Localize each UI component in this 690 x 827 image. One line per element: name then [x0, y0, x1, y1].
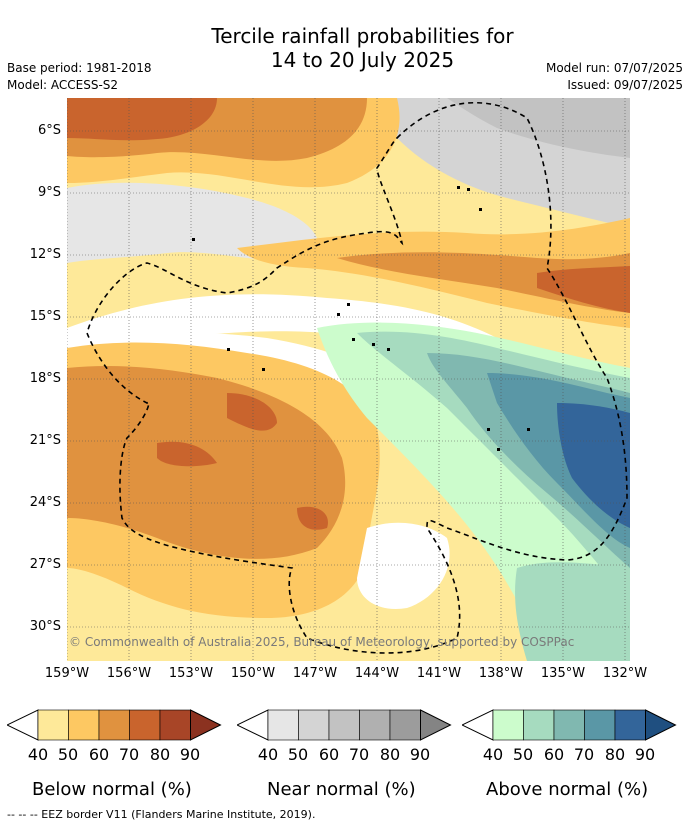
graticule — [67, 98, 630, 661]
lat-label: 15°S — [29, 309, 61, 324]
below-normal-60-band — [337, 252, 630, 313]
lon-label: 150°W — [230, 666, 276, 681]
base-period-text: Base period: 1981-2018 — [7, 61, 152, 75]
tick-label: 80 — [379, 745, 401, 764]
tick-label: 40 — [482, 745, 504, 764]
tick-label: 40 — [257, 745, 279, 764]
tick-label: 60 — [543, 745, 565, 764]
lat-label: 6°S — [37, 123, 61, 138]
colorbar-segment — [389, 709, 421, 741]
map-title: Tercile rainfall probabilities for 14 to… — [0, 24, 690, 72]
near-normal-patch — [67, 182, 320, 263]
tick-label: 50 — [512, 745, 534, 764]
colorbar-segment — [328, 709, 360, 741]
lon-label: 153°W — [168, 666, 214, 681]
tick-label: 40 — [27, 745, 49, 764]
tick-label: 70 — [573, 745, 595, 764]
legend-above-normal: 40 50 60 70 80 90 Above normal (%) — [460, 708, 677, 800]
lat-label: 24°S — [29, 495, 61, 510]
legend-title-above: Above normal (%) — [486, 779, 649, 800]
colorbar-segment — [492, 709, 524, 741]
white-band — [67, 294, 630, 398]
colorbar-near — [235, 709, 452, 741]
eez-footnote: -- -- -- EEZ border V11 (Flanders Marine… — [7, 808, 316, 821]
lat-label: 18°S — [29, 371, 61, 386]
title-line-1: Tercile rainfall probabilities for — [211, 24, 514, 48]
colorbar-segment — [298, 709, 330, 741]
model-info: Base period: 1981-2018 Model: ACCESS-S2 — [7, 60, 152, 94]
legend-title-below: Below normal (%) — [32, 779, 192, 800]
above-normal-south[interactable] — [515, 562, 630, 661]
map-canvas — [67, 98, 630, 661]
colorbar-above — [460, 709, 677, 741]
lon-label: 144°W — [354, 666, 400, 681]
lon-label: 159°W — [44, 666, 90, 681]
colorbar-extend-high — [420, 709, 452, 741]
colorbar-extend-low — [460, 709, 494, 741]
lon-label: 135°W — [540, 666, 586, 681]
colorbar-below — [5, 709, 222, 741]
colorbar-extend-high — [190, 709, 222, 741]
below-normal-70-patch — [157, 441, 217, 467]
title-line-2: 14 to 20 July 2025 — [270, 48, 455, 72]
model-text: Model: ACCESS-S2 — [7, 78, 119, 92]
legend-near-normal: 40 50 60 70 80 90 Near normal (%) — [235, 708, 452, 800]
colorbar-segment — [523, 709, 555, 741]
run-info: Model run: 07/07/2025 Issued: 09/07/2025 — [546, 60, 683, 94]
issued-text: Issued: 09/07/2025 — [567, 78, 683, 92]
lon-label: 147°W — [292, 666, 338, 681]
lat-label: 9°S — [37, 185, 61, 200]
below-normal-70-top — [67, 98, 217, 141]
colorbar-segment — [129, 709, 161, 741]
below-normal-70-patch — [227, 393, 277, 431]
colorbar-segment — [359, 709, 391, 741]
rainfall-probability-map[interactable]: © Commonwealth of Australia 2025, Bureau… — [67, 98, 630, 661]
tick-label: 50 — [57, 745, 79, 764]
lat-label: 21°S — [29, 433, 61, 448]
colorbar-extend-low — [235, 709, 269, 741]
eez-border — [86, 101, 628, 654]
tick-label: 70 — [118, 745, 140, 764]
colorbar-segment — [553, 709, 585, 741]
model-run-text: Model run: 07/07/2025 — [545, 61, 683, 75]
tick-label: 90 — [179, 745, 201, 764]
tick-label: 50 — [287, 745, 309, 764]
tick-label: 90 — [409, 745, 431, 764]
near-normal-top-right-mid — [447, 98, 630, 158]
lat-label: 30°S — [29, 619, 61, 634]
colorbar-segment — [37, 709, 69, 741]
tick-label: 80 — [149, 745, 171, 764]
white-zone-south — [357, 522, 450, 609]
above-normal-80[interactable] — [557, 403, 630, 528]
tick-label: 90 — [634, 745, 656, 764]
colorbar-segment — [267, 709, 299, 741]
tick-label: 60 — [88, 745, 110, 764]
tick-label: 80 — [604, 745, 626, 764]
lon-label: 132°W — [602, 666, 648, 681]
colorbar-segment — [98, 709, 130, 741]
copyright-notice: © Commonwealth of Australia 2025, Bureau… — [69, 635, 575, 649]
colorbar-segment — [614, 709, 646, 741]
colorbar-extend-low — [5, 709, 39, 741]
colorbar-segment — [68, 709, 100, 741]
lon-label: 156°W — [106, 666, 152, 681]
below-normal-70-band — [537, 266, 630, 313]
below-normal-70-patch — [297, 506, 328, 530]
tick-label: 70 — [348, 745, 370, 764]
colorbar-segment — [584, 709, 616, 741]
lon-label: 141°W — [416, 666, 462, 681]
lat-label: 27°S — [29, 557, 61, 572]
legend-title-near: Near normal (%) — [267, 779, 416, 800]
islands — [192, 186, 530, 451]
colorbar-segment — [159, 709, 191, 741]
lon-label: 138°W — [478, 666, 524, 681]
tick-label: 60 — [318, 745, 340, 764]
legend-below-normal: 40 50 60 70 80 90 Below normal (%) — [5, 708, 222, 800]
colorbar-extend-high — [645, 709, 677, 741]
lat-label: 12°S — [29, 247, 61, 262]
